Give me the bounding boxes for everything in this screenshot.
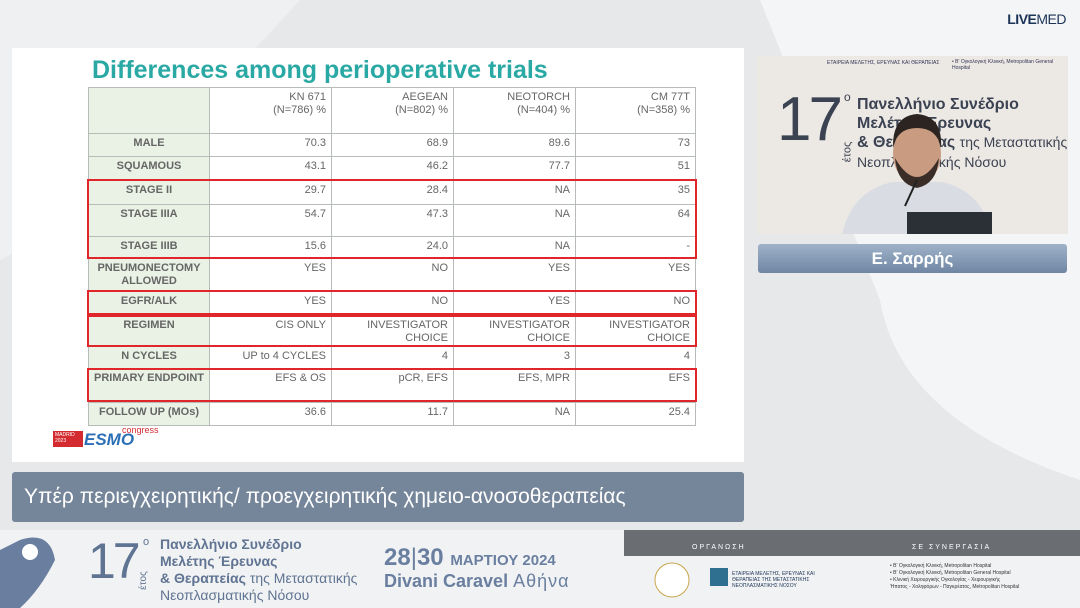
brand-med: MED xyxy=(1036,11,1066,27)
header-line: (N=786) % xyxy=(273,104,326,116)
speaker-name: Ε. Σαρρής xyxy=(758,244,1067,273)
footer-text: ο xyxy=(143,536,150,548)
footer-text: ΟΡΓΑΝΩΣΗ xyxy=(692,544,746,551)
row-label: SQUAMOUS xyxy=(88,156,210,181)
footer-text: 17 xyxy=(88,533,141,589)
cell-value: 46.2 xyxy=(331,156,454,181)
cell-value: YES xyxy=(453,258,576,292)
footer-text: ΣΕ ΣΥΝΕΡΓΑΣΙΑ xyxy=(912,544,992,551)
partner: • Κλινική Χειρουργικής Ογκολογίας - Χειρ… xyxy=(890,577,1001,583)
highlight-box xyxy=(87,315,697,347)
cell-value: 36.6 xyxy=(209,402,332,426)
cell-value: pCR, EFS xyxy=(331,368,454,403)
row-label: FOLLOW UP (MOs) xyxy=(88,402,210,426)
cell-value: EFS, MPR xyxy=(453,368,576,403)
header-line: AEGEAN xyxy=(402,91,448,103)
logo-badge: MADRID 2023 xyxy=(53,431,83,447)
highlight-box xyxy=(87,179,697,259)
footer-text: ΕΤΑΙΡΕΙΑ ΜΕΛΕΤΗΣ, ΕΡΕΥΝΑΣ ΚΑΙ ΘΕΡΑΠΕΙΑΣ … xyxy=(732,571,815,589)
row-label: PNEUMONECTOMY ALLOWED xyxy=(88,258,210,292)
header-cell: KN 671 (N=786) % xyxy=(209,87,332,134)
footer-text: της Μεταστατικής xyxy=(249,570,358,586)
cell-value: 89.6 xyxy=(453,133,576,157)
footer-band xyxy=(624,530,1080,556)
footer-text: & Θεραπείας xyxy=(160,570,246,586)
partner: • Β' Ογκολογική Κλινική, Metropolitan Ho… xyxy=(890,563,992,569)
partner: Ήπατος - Χοληφόρων - Παγκρέατος, Metropo… xyxy=(890,584,1020,590)
brand-live: LIVE xyxy=(1007,11,1037,27)
cell-value: 43.1 xyxy=(209,156,332,181)
logo-text: 2023 xyxy=(55,438,67,444)
cell-value: NO xyxy=(331,258,454,292)
cell-value: 29.7 xyxy=(209,180,332,205)
row-label: MALE xyxy=(88,133,210,157)
footer-text: ΜΑΡΤΙΟΥ 2024 xyxy=(450,552,556,569)
header-cell xyxy=(88,87,210,134)
footer-text: έτος xyxy=(137,571,149,590)
cell-value: UP to 4 CYCLES xyxy=(209,346,332,369)
highlight-box xyxy=(87,290,697,315)
cell-value: 68.9 xyxy=(331,133,454,157)
video-text: της Μεταστατικής xyxy=(959,134,1068,150)
cell-value: 70.3 xyxy=(209,133,332,157)
header-cell: CM 77T (N=358) % xyxy=(575,87,696,134)
header-line: NEOTORCH xyxy=(507,91,570,103)
cell-value: NA xyxy=(453,402,576,426)
header-line: (N=404) % xyxy=(517,104,570,116)
footer-org-logos xyxy=(654,562,728,598)
header-line: (N=358) % xyxy=(637,104,690,116)
logo-esmo: ESMO xyxy=(84,430,135,449)
cell-value: 11.7 xyxy=(331,402,454,426)
cell-value: 47.3 xyxy=(331,204,454,237)
cell-value: 4 xyxy=(331,346,454,369)
cell-value: YES xyxy=(575,258,696,292)
footer-text: Νεοπλασματικής Νόσου xyxy=(160,587,310,603)
video-number: 17 xyxy=(777,85,843,154)
footer-text: & Θεραπείας της Μεταστατικής xyxy=(160,570,357,587)
highlight-box xyxy=(87,368,697,402)
caption: Υπέρ περιεγχειρητικής/ προεγχειρητικής χ… xyxy=(12,472,744,522)
cell-value: 24.0 xyxy=(331,236,454,259)
cell-value: EFS & OS xyxy=(209,368,332,403)
speaker-image xyxy=(842,114,992,234)
cell-value: YES xyxy=(209,258,332,292)
footer-text: 30 xyxy=(416,544,444,571)
logo-text: MADRID xyxy=(55,432,75,438)
footer-logo xyxy=(0,537,55,608)
slide-title: Differences among perioperative trials xyxy=(92,56,548,84)
footer-text: 28 xyxy=(384,544,411,571)
row-label: N CYCLES xyxy=(88,346,210,369)
cell-value: 51 xyxy=(575,156,696,181)
cell-value: 77.7 xyxy=(453,156,576,181)
video: ΕΤΑΙΡΕΙΑ ΜΕΛΕΤΗΣ, ΕΡΕΥΝΑΣ ΚΑΙ ΘΕΡΑΠΕΙΑΣ … xyxy=(757,56,1068,234)
footer-text: Αθήνα xyxy=(513,571,570,591)
header-line: CM 77T xyxy=(650,91,690,103)
footer-venue: Divani Caravel Αθήνα xyxy=(384,571,570,592)
header-line: (N=802) % xyxy=(395,104,448,116)
cell-value: INVESTIGATOR CHOICE xyxy=(575,315,696,347)
logo-congress: congress xyxy=(122,425,159,435)
video-text: ο xyxy=(844,90,851,104)
video-text: Πανελλήνιο Συνέδριο xyxy=(857,96,1019,113)
footer-text: Divani Caravel xyxy=(384,571,509,591)
header-line: KN 671 xyxy=(289,91,326,103)
video-text: ΕΤΑΙΡΕΙΑ ΜΕΛΕΤΗΣ, ΕΡΕΥΝΑΣ ΚΑΙ ΘΕΡΑΠΕΙΑΣ xyxy=(827,60,940,66)
partner: • Β' Ογκολογική Κλινική, Metropolitan Ge… xyxy=(890,570,1011,576)
cell-value: 3 xyxy=(453,346,576,369)
header-cell: NEOTORCH (N=404) % xyxy=(453,87,576,134)
cell-value: 4 xyxy=(575,346,696,369)
footer-text: Πανελλήνιο Συνέδριο xyxy=(160,536,302,552)
cell-value: 25.4 xyxy=(575,402,696,426)
footer-text: Μελέτης Έρευνας xyxy=(160,553,278,569)
video-text: • Β' Ογκολογική Κλινική, Metropolitan Ge… xyxy=(952,59,1054,71)
footer-dates: 28|30 ΜΑΡΤΙΟΥ 2024 xyxy=(384,544,556,571)
footer-partners: • Β' Ογκολογική Κλινική, Metropolitan Ho… xyxy=(890,563,1019,591)
brand: LIVEMED xyxy=(1007,11,1066,27)
footer-title: Πανελλήνιο Συνέδριο Μελέτης Έρευνας & Θε… xyxy=(160,536,357,604)
header-cell: AEGEAN (N=802) % xyxy=(331,87,454,134)
cell-value: 73 xyxy=(575,133,696,157)
